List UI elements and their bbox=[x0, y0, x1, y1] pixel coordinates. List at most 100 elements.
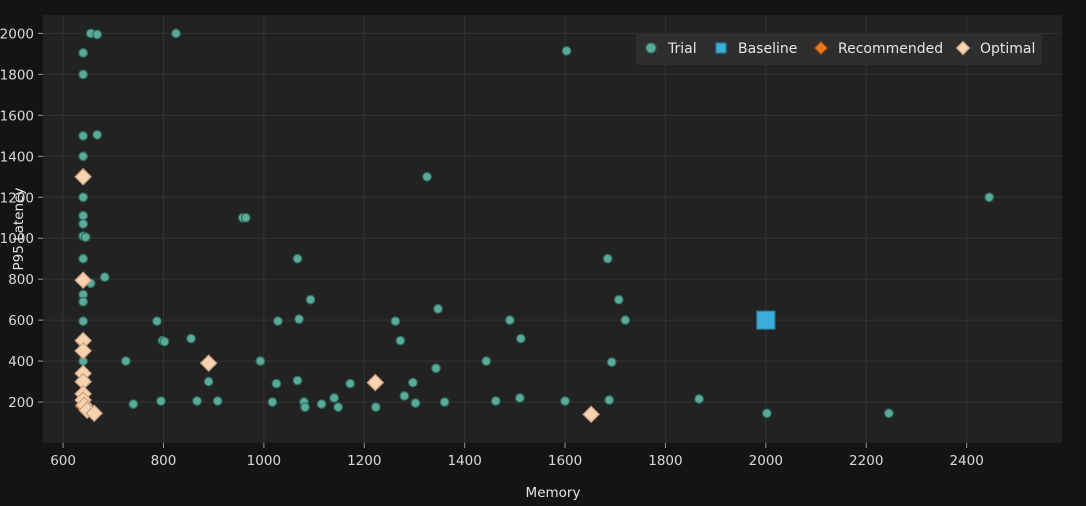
series-group bbox=[74, 167, 601, 424]
trial-point bbox=[606, 357, 617, 368]
trial-point bbox=[481, 356, 492, 366]
trial-point bbox=[560, 396, 570, 406]
trial-point bbox=[78, 218, 89, 229]
trial-point bbox=[128, 399, 139, 409]
trial-point bbox=[333, 402, 344, 413]
trial-point bbox=[80, 232, 91, 243]
x-tick-label: 1600 bbox=[548, 453, 582, 469]
trial-point bbox=[613, 294, 624, 305]
trial-point bbox=[431, 363, 441, 374]
optimal-point bbox=[366, 373, 385, 392]
trial-point bbox=[78, 296, 89, 307]
trial-point bbox=[92, 129, 103, 140]
y-tick-label: 200 bbox=[8, 395, 34, 411]
optimal-point bbox=[74, 341, 93, 360]
trial-point bbox=[694, 394, 704, 404]
y-tick-label: 2000 bbox=[0, 26, 34, 42]
x-tick-label: 800 bbox=[151, 453, 177, 469]
x-tick-label: 2400 bbox=[949, 453, 983, 469]
legend-marker bbox=[955, 40, 971, 56]
trial-point bbox=[99, 272, 110, 283]
trial-point bbox=[399, 390, 410, 401]
trial-point bbox=[514, 393, 525, 403]
trial-point bbox=[329, 393, 340, 403]
trial-point bbox=[240, 212, 251, 223]
x-axis-ticks: 600 800 1000 1200 1400 1600 1800 2000 2200 2400 bbox=[50, 443, 984, 469]
trial-point bbox=[171, 28, 181, 39]
trial-point bbox=[78, 253, 89, 264]
x-tick-label: 1200 bbox=[347, 453, 381, 469]
series-group bbox=[756, 310, 776, 330]
trial-point bbox=[78, 151, 89, 162]
trial-point bbox=[192, 396, 203, 406]
trial-point bbox=[292, 375, 303, 386]
trial-point bbox=[78, 210, 89, 221]
y-tick-label: 600 bbox=[8, 313, 34, 329]
trial-point bbox=[271, 378, 282, 389]
trial-point bbox=[316, 399, 327, 409]
legend: Trial Baseline Recommended Optimal bbox=[636, 33, 1042, 65]
trial-point bbox=[159, 336, 170, 347]
trial-point bbox=[620, 315, 631, 326]
trial-point bbox=[203, 376, 214, 387]
y-axis-title: P95 Latency bbox=[11, 188, 27, 271]
trial-point bbox=[92, 29, 103, 40]
trial-point bbox=[78, 130, 89, 141]
trial-point bbox=[395, 335, 406, 346]
trial-point bbox=[370, 402, 381, 413]
trial-point bbox=[305, 294, 316, 305]
optimal-point bbox=[199, 354, 218, 372]
trial-point bbox=[602, 253, 613, 264]
legend-marker bbox=[715, 42, 727, 54]
trial-point bbox=[212, 396, 223, 406]
legend-label: Optimal bbox=[980, 41, 1035, 57]
trial-point bbox=[294, 314, 304, 325]
legend-label: Baseline bbox=[738, 41, 797, 57]
trial-point bbox=[761, 408, 772, 419]
trial-point bbox=[267, 397, 278, 407]
legend-label: Trial bbox=[667, 41, 697, 57]
y-tick-label: 1800 bbox=[0, 67, 34, 83]
trial-point bbox=[300, 402, 310, 413]
trial-point bbox=[883, 408, 894, 419]
trial-point bbox=[292, 253, 303, 264]
trial-point bbox=[186, 333, 196, 344]
trial-point bbox=[408, 377, 418, 388]
x-tick-label: 1400 bbox=[447, 453, 481, 469]
trial-point bbox=[78, 316, 89, 327]
y-axis-ticks: 200 400 600 800 1000 1200 1400 1600 1800 2000 bbox=[0, 26, 43, 411]
y-tick-label: 1200 bbox=[0, 190, 34, 206]
plot-area bbox=[43, 15, 1062, 443]
trial-point bbox=[604, 395, 615, 405]
legend-label: Recommended bbox=[838, 41, 943, 57]
optimal-point bbox=[582, 405, 601, 424]
data-points bbox=[74, 28, 995, 424]
optimal-point bbox=[74, 271, 93, 290]
trial-point bbox=[78, 69, 89, 80]
trial-point bbox=[78, 192, 89, 203]
y-tick-label: 800 bbox=[8, 272, 34, 288]
y-tick-label: 400 bbox=[8, 354, 34, 370]
trial-point bbox=[273, 316, 283, 327]
trial-point bbox=[390, 316, 401, 327]
trial-point bbox=[410, 398, 421, 408]
optimal-point bbox=[74, 167, 93, 186]
trial-point bbox=[156, 396, 166, 406]
legend-box bbox=[636, 33, 1042, 65]
trial-point bbox=[152, 316, 162, 327]
x-axis-title: Memory bbox=[526, 485, 581, 501]
y-tick-label: 1400 bbox=[0, 149, 34, 165]
trial-point bbox=[504, 315, 515, 326]
trial-point bbox=[515, 333, 526, 344]
legend-marker bbox=[645, 42, 657, 54]
trial-point bbox=[120, 356, 131, 366]
trial-point bbox=[433, 303, 443, 314]
x-tick-label: 2200 bbox=[849, 453, 883, 469]
trial-point bbox=[255, 356, 266, 366]
trial-point bbox=[78, 47, 89, 58]
trial-point bbox=[490, 396, 501, 406]
trial-point bbox=[439, 397, 450, 407]
x-tick-label: 1800 bbox=[648, 453, 682, 469]
trial-point bbox=[984, 192, 995, 203]
